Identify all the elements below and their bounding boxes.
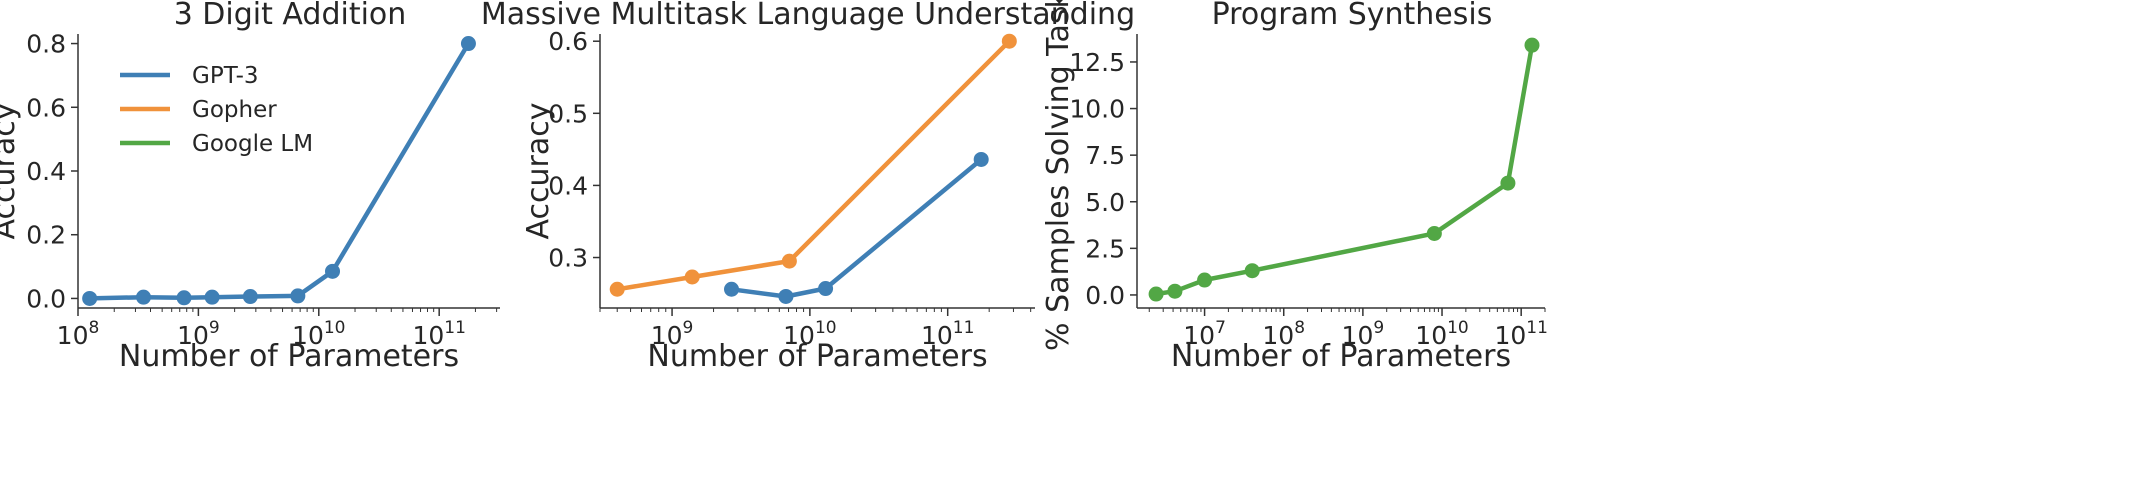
data-point — [136, 289, 152, 305]
x-axis-label: Number of Parameters — [119, 339, 459, 374]
x-tick-label: 1010 — [292, 318, 345, 350]
data-point — [204, 289, 220, 305]
y-tick-label: 0.8 — [26, 30, 66, 59]
data-point — [176, 290, 192, 306]
data-point — [1426, 225, 1442, 241]
x-axis-label: Number of Parameters — [647, 339, 987, 374]
chart-panel-3: Program Synthesis 0.0 2.5 5.0 7.5 10.0 12.5 107… — [1041, 0, 1548, 374]
y-axis-label: % Samples Solving Task — [1041, 0, 1076, 351]
data-point — [460, 36, 476, 52]
chart-panel-1: 3 Digit Addition 0.0 0.2 0.4 0.6 0.8 108 109 101… — [0, 0, 500, 374]
series-gpt-3 — [724, 151, 989, 304]
series-line — [729, 157, 984, 299]
legend-label: Google LM — [192, 131, 313, 157]
series-line — [87, 41, 471, 301]
y-tick-label: 10.0 — [1069, 95, 1125, 124]
data-point — [325, 263, 341, 279]
data-point — [1524, 37, 1540, 53]
x-tick-label: 109 — [177, 318, 220, 350]
chart-title: 3 Digit Addition — [174, 0, 407, 32]
x-tick-label: 108 — [1262, 318, 1305, 350]
data-point — [290, 288, 306, 304]
data-point — [1197, 272, 1213, 288]
x-tick-label: 1011 — [921, 318, 974, 350]
chart-title: Massive Multitask Language Understanding — [481, 0, 1135, 32]
data-point — [82, 290, 98, 306]
series-line — [614, 38, 1012, 292]
y-tick-label: 0.0 — [26, 284, 66, 313]
x-tick-label: 1011 — [412, 318, 465, 350]
x-tick-label: 109 — [651, 318, 694, 350]
y-tick-label: 0.6 — [548, 27, 588, 56]
x-tick-label: 109 — [1342, 318, 1385, 350]
data-point — [778, 288, 794, 304]
y-axis-label: Accuracy — [521, 103, 556, 240]
chart-title: Program Synthesis — [1212, 0, 1493, 32]
legend-label: GPT-3 — [192, 63, 259, 89]
y-tick-label: 0.2 — [26, 221, 66, 250]
data-point — [1001, 33, 1017, 49]
chart-panel-2: Massive Multitask Language Understanding… — [481, 0, 1135, 374]
data-point — [724, 281, 740, 297]
y-tick-label: 0.4 — [548, 171, 588, 200]
series-google-lm — [1148, 37, 1540, 302]
y-tick-label: 12.5 — [1069, 48, 1125, 77]
data-point — [1167, 283, 1183, 299]
data-point — [242, 289, 258, 305]
x-tick-label: 1011 — [1494, 318, 1547, 350]
data-point — [684, 269, 700, 285]
x-axis-label: Number of Parameters — [1171, 339, 1511, 374]
data-point — [973, 151, 989, 167]
y-tick-label: 0.6 — [26, 93, 66, 122]
y-axis-label: Accuracy — [0, 103, 22, 240]
x-tick-label: 1010 — [783, 318, 836, 350]
legend-label: Gopher — [192, 97, 277, 123]
y-tick-label: 0.5 — [548, 99, 588, 128]
data-point — [818, 281, 834, 297]
data-point — [1244, 263, 1260, 279]
y-tick-label: 2.5 — [1085, 234, 1125, 263]
legend: GPT-3 Gopher Google LM — [120, 63, 313, 157]
data-point — [1148, 286, 1164, 302]
x-tick-label: 107 — [1183, 318, 1226, 350]
series-line — [1153, 42, 1535, 297]
y-tick-label: 7.5 — [1085, 141, 1125, 170]
data-point — [1500, 175, 1516, 191]
y-tick-label: 0.0 — [1085, 281, 1125, 310]
data-point — [781, 253, 797, 269]
x-tick-label: 108 — [57, 318, 100, 350]
data-point — [609, 281, 625, 297]
series-gopher — [609, 33, 1017, 297]
x-tick-label: 1010 — [1415, 318, 1468, 350]
y-tick-label: 5.0 — [1085, 188, 1125, 217]
y-tick-label: 0.3 — [548, 244, 588, 273]
series-gpt-3 — [82, 36, 476, 306]
y-tick-label: 0.4 — [26, 157, 66, 186]
